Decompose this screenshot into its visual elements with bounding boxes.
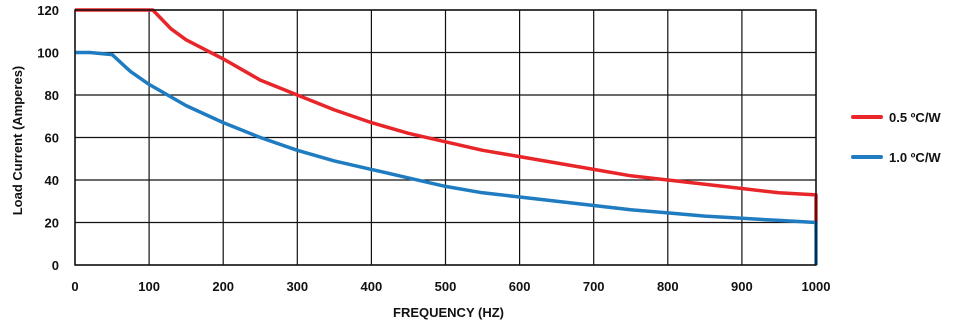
x-tick-label: 1000 bbox=[802, 279, 831, 294]
y-tick-label: 120 bbox=[37, 3, 59, 18]
series-lines bbox=[75, 8, 818, 265]
x-tick-label: 500 bbox=[435, 279, 457, 294]
y-tick-label: 0 bbox=[52, 258, 59, 273]
series-line-1 bbox=[75, 8, 818, 223]
x-tick-label: 400 bbox=[361, 279, 383, 294]
x-axis-label: FREQUENCY (HZ) bbox=[393, 305, 504, 320]
y-tick-labels: 0 20 40 60 80 100 120 bbox=[37, 3, 59, 273]
y-tick-label: 60 bbox=[45, 131, 59, 146]
y-tick-label: 100 bbox=[37, 46, 59, 61]
y-tick-label: 40 bbox=[45, 173, 59, 188]
legend-label: 1.0 ºC/W bbox=[889, 150, 941, 165]
x-tick-label: 0 bbox=[71, 279, 78, 294]
x-tick-label: 800 bbox=[657, 279, 679, 294]
x-tick-label: 700 bbox=[583, 279, 605, 294]
y-tick-label: 80 bbox=[45, 88, 59, 103]
y-tick-label: 20 bbox=[45, 216, 59, 231]
legend: 0.5 ºC/W 1.0 ºC/W bbox=[851, 110, 941, 165]
x-tick-labels: 0 100 200 300 400 500 600 700 800 900 1000 bbox=[71, 279, 830, 294]
x-tick-label: 200 bbox=[212, 279, 234, 294]
y-axis-label: Load Current (Amperes) bbox=[10, 66, 25, 216]
series-line-2 bbox=[75, 50, 818, 265]
grid bbox=[74, 9, 817, 266]
x-tick-label: 100 bbox=[138, 279, 160, 294]
x-tick-label: 300 bbox=[286, 279, 308, 294]
x-tick-label: 600 bbox=[509, 279, 531, 294]
x-tick-label: 900 bbox=[731, 279, 753, 294]
legend-label: 0.5 ºC/W bbox=[889, 110, 941, 125]
plot-frame bbox=[74, 9, 817, 266]
